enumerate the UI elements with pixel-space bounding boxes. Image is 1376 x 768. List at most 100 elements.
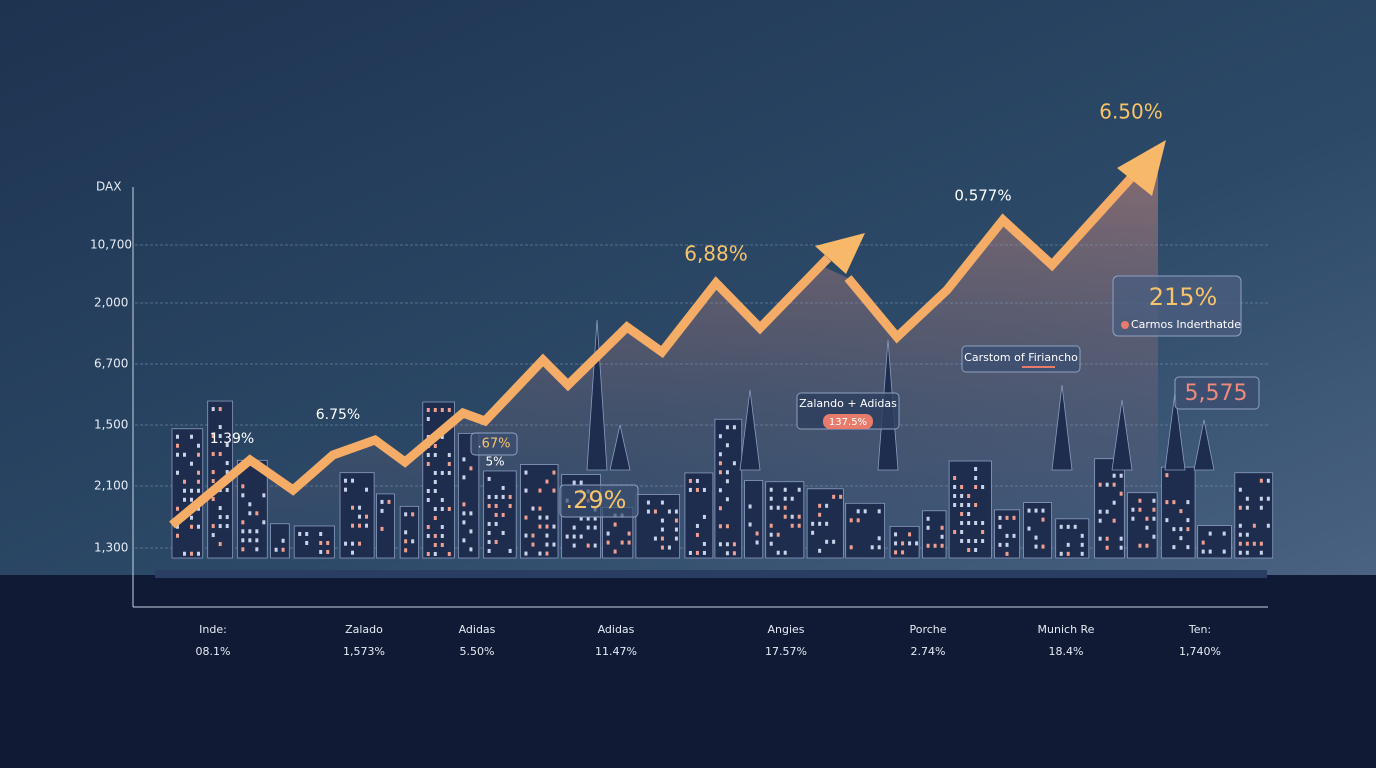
window [974, 476, 978, 481]
window [433, 542, 437, 547]
window [433, 488, 437, 493]
window [262, 520, 266, 525]
window [811, 530, 815, 535]
window [183, 497, 186, 502]
window [197, 551, 200, 556]
window [674, 509, 678, 514]
window [967, 512, 971, 517]
window [1138, 507, 1142, 512]
company-name: Zalado [345, 623, 383, 636]
window [783, 487, 787, 492]
window [508, 503, 512, 508]
window [469, 511, 473, 516]
company-value: 1,740% [1179, 645, 1221, 658]
building [765, 481, 805, 559]
window [1165, 518, 1169, 523]
window [1112, 518, 1116, 523]
window [440, 542, 444, 547]
window [190, 461, 193, 466]
window [274, 547, 278, 552]
window [572, 480, 576, 485]
window [190, 434, 193, 439]
window [524, 470, 528, 475]
window [1131, 507, 1135, 512]
window [190, 488, 193, 493]
window [908, 532, 912, 537]
window [197, 488, 200, 493]
callout-box [1112, 275, 1242, 337]
annotation: .29% [566, 486, 627, 514]
window [433, 443, 437, 448]
window [1005, 542, 1009, 547]
window [1266, 496, 1270, 501]
window [901, 541, 905, 546]
window [426, 416, 430, 421]
window [790, 523, 794, 528]
window [974, 503, 978, 508]
window [351, 550, 355, 555]
window [695, 550, 699, 555]
window [1186, 545, 1190, 550]
callout-box [470, 432, 518, 456]
window [426, 524, 430, 529]
window [953, 530, 957, 535]
window [538, 515, 542, 520]
window [358, 523, 362, 528]
window [469, 466, 473, 471]
window [380, 508, 384, 513]
window [953, 485, 957, 490]
floor [0, 575, 1376, 768]
window [305, 540, 309, 545]
window [1165, 473, 1169, 478]
window [960, 503, 964, 508]
spire [586, 319, 608, 471]
window [241, 547, 245, 552]
annotation: Carmos Inderthatde [1131, 318, 1241, 331]
window [1238, 523, 1242, 528]
window [1098, 482, 1102, 487]
window [718, 506, 722, 511]
window [319, 531, 323, 536]
window [1041, 544, 1045, 549]
window [433, 470, 437, 475]
window [176, 452, 179, 457]
window [1041, 508, 1045, 513]
window [241, 484, 245, 489]
window [769, 523, 773, 528]
window [552, 470, 556, 475]
window [190, 551, 193, 556]
building [376, 493, 395, 559]
window [190, 497, 193, 502]
window [579, 516, 583, 521]
window [440, 434, 444, 439]
company-name: Ten: [1188, 623, 1211, 636]
window [718, 452, 722, 457]
window [725, 479, 729, 484]
window [1112, 482, 1116, 487]
window [748, 504, 752, 509]
window [1138, 498, 1142, 503]
window [494, 512, 498, 517]
y-label: 2,100 [94, 479, 128, 493]
building [1160, 466, 1196, 559]
building [458, 432, 480, 559]
window [225, 470, 229, 475]
window [218, 425, 222, 430]
window [501, 494, 505, 499]
company-value: 08.1% [196, 645, 231, 658]
window [365, 514, 369, 519]
window [1012, 533, 1016, 538]
company-name: Inde: [199, 623, 227, 636]
company-name: Munich Re [1038, 623, 1095, 636]
window [1238, 487, 1242, 492]
callout-box [559, 484, 639, 518]
window [586, 516, 590, 521]
window [646, 509, 650, 514]
window [183, 488, 186, 493]
window [305, 531, 309, 536]
window [1059, 551, 1063, 556]
spire [609, 424, 631, 471]
window [218, 407, 222, 412]
window [365, 523, 369, 528]
window [620, 540, 624, 545]
